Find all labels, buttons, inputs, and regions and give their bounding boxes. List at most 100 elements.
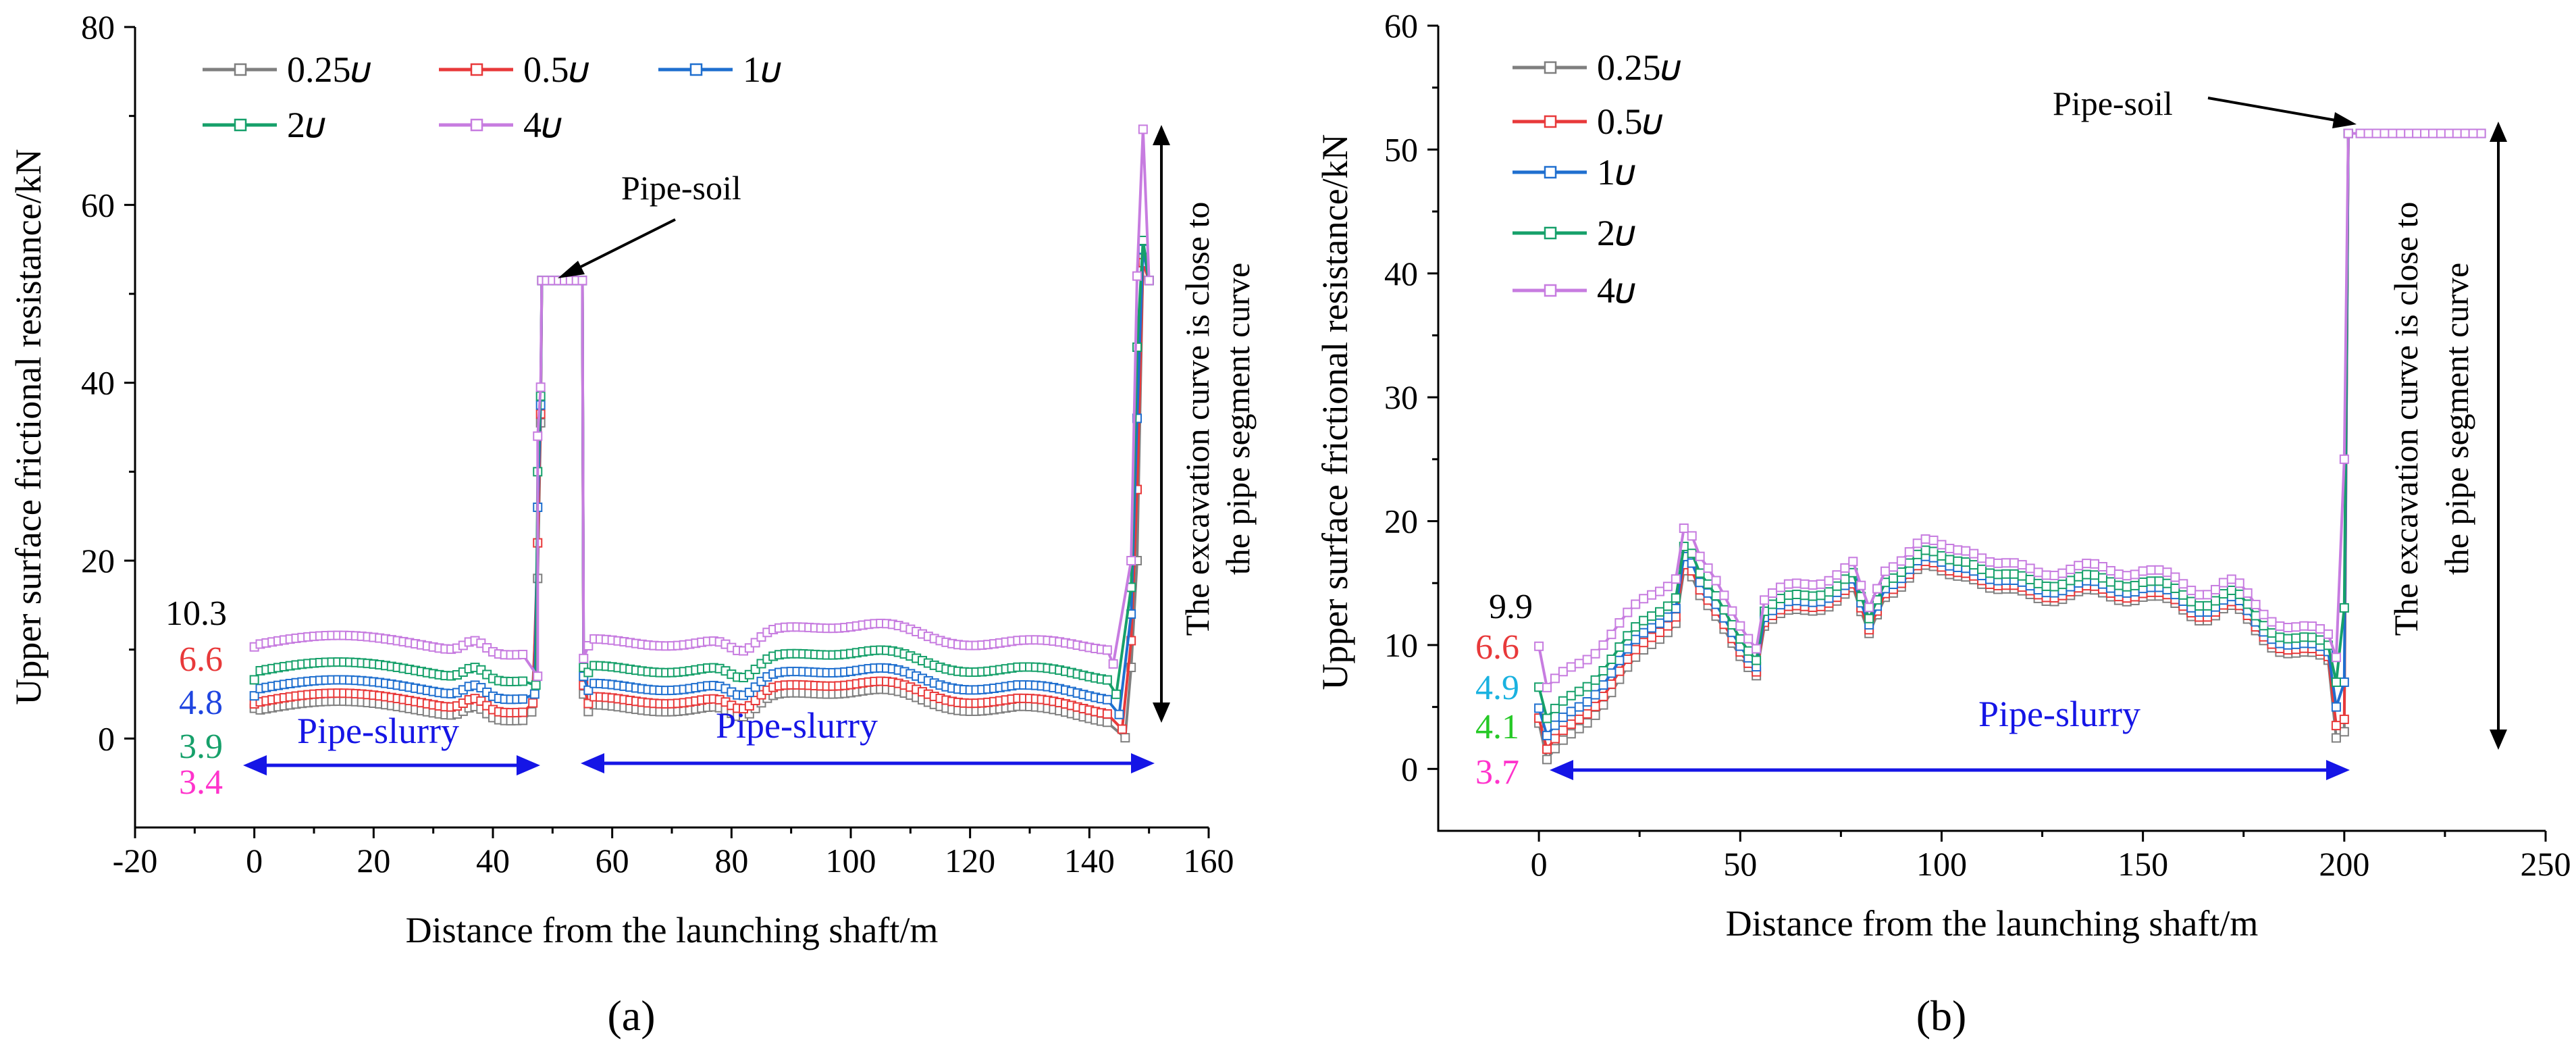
- panel-a-x-axis-title: Distance from the launching shaft/m: [406, 910, 939, 950]
- panel-a-start-value-2: 4.8: [179, 684, 223, 722]
- panel-a-label: (a): [607, 992, 655, 1040]
- panel-b-point: [2226, 574, 2236, 584]
- panel-b-point: [2291, 622, 2301, 632]
- panel-b-point: [1598, 666, 1608, 676]
- panel-b-point: [1872, 584, 1883, 594]
- y-tick-label: 30: [1384, 378, 1418, 416]
- panel-b-start-value-0: 9.9: [1489, 588, 1533, 626]
- panel-a-legend-marker: [470, 63, 483, 76]
- panel-a-series-line: [253, 129, 1151, 681]
- panel-b-point: [1558, 712, 1568, 722]
- panel-b-point: [1655, 628, 1664, 638]
- panel-a-legend: 0.25𝜐 0.5𝜐 1𝜐 2𝜐 4𝜐: [203, 49, 781, 145]
- panel-b-point: [1558, 735, 1568, 745]
- y-tick-label: 60: [81, 186, 115, 224]
- panel-a-point: [1108, 659, 1118, 669]
- panel-b-point: [1574, 714, 1584, 724]
- panel-b-point: [1727, 619, 1737, 630]
- panel-b-point: [1961, 557, 1971, 567]
- panel-b-point: [1953, 545, 1963, 555]
- panel-b-point: [2001, 569, 2011, 579]
- panel-b-point: [2331, 653, 2341, 663]
- panel-a-point: [531, 680, 541, 690]
- panel-b-point: [2242, 599, 2253, 609]
- panel-b-point: [1550, 673, 1560, 684]
- panel-b-point: [1606, 630, 1616, 640]
- panel-b-legend-label: 1𝜐: [1597, 152, 1635, 193]
- panel-b-point: [1662, 601, 1673, 611]
- panel-b-point: [1542, 713, 1552, 723]
- x-tick-label: 60: [596, 842, 629, 879]
- panel-b-axes-frame: [1437, 26, 2546, 832]
- panel-b-point: [2267, 617, 2277, 627]
- panel-b-point: [1719, 605, 1729, 615]
- panel-b-point: [1961, 546, 1971, 556]
- panel-b-legend-label: 0.25𝜐: [1597, 47, 1681, 88]
- panel-a-point: [1126, 556, 1136, 565]
- panel-b-point: [2259, 609, 2269, 619]
- panel-a-legend-marker: [234, 118, 247, 132]
- panel-b-start-value-1: 6.6: [1475, 628, 1519, 667]
- panel-b-legend-label: 4𝜐: [1597, 270, 1635, 311]
- panel-b-point: [2130, 569, 2140, 580]
- panel-b-point: [1542, 730, 1552, 740]
- panel-b-point: [1775, 594, 1785, 604]
- panel-b-point: [2355, 128, 2365, 138]
- panel-b-series-line: [1537, 133, 2350, 739]
- panel-a-start-value-3: 3.9: [179, 727, 223, 766]
- panel-b-point: [2299, 621, 2309, 631]
- panel-b-point: [2251, 599, 2261, 609]
- panel-b-point: [1808, 591, 1818, 601]
- x-tick-label: 200: [2319, 845, 2369, 883]
- panel-b-point: [1703, 563, 1713, 573]
- panel-a-ticks: -20 0 20 40 60 80 100 120 140 160 0 20 40 60 80: [81, 8, 1234, 879]
- panel-b-point: [1582, 655, 1592, 665]
- panel-b-start-value-4: 3.7: [1475, 753, 1519, 792]
- panel-b-point: [2017, 560, 2027, 570]
- panel-a-start-value-0: 10.3: [165, 594, 227, 633]
- panel-b-point: [1752, 655, 1762, 665]
- x-tick-label: 20: [357, 842, 390, 879]
- panel-b-ticks: 0 50 100 150 200 250 0 10 20 30 40 50 60: [1384, 7, 2571, 883]
- panel-b-point: [1647, 611, 1657, 621]
- panel-b-point: [2009, 569, 2019, 579]
- panel-b-point: [2041, 581, 2051, 591]
- panel-a-point: [535, 382, 546, 392]
- panel-b-legend-label: 2𝜐: [1597, 213, 1635, 253]
- panel-b-point: [2388, 128, 2398, 138]
- panel-b-point: [1783, 590, 1793, 601]
- panel-b-series-line: [1537, 133, 2350, 752]
- panel-b-label: (b): [1916, 992, 1967, 1040]
- panel-a-point: [528, 698, 538, 708]
- panel-b-point: [2146, 565, 2156, 575]
- panel-b-point: [1775, 582, 1785, 592]
- panel-b-pipe-slurry-label: Pipe-slurry: [1978, 694, 2140, 734]
- panel-b-point: [1566, 662, 1576, 672]
- panel-b-point: [2098, 562, 2107, 572]
- panel-a-point: [1102, 709, 1112, 719]
- panel-b-point: [1928, 535, 1939, 545]
- panel-b-point: [1816, 590, 1826, 601]
- x-tick-label: -20: [113, 842, 158, 879]
- panel-a-point: [583, 640, 594, 650]
- panel-b-point: [2275, 632, 2285, 642]
- panel-b-point: [2162, 567, 2172, 578]
- panel-b-point: [1840, 574, 1850, 584]
- panel-a-series-line: [254, 262, 1151, 732]
- panel-b-point: [1598, 640, 1608, 650]
- panel-b-point: [2210, 584, 2220, 594]
- panel-b-point: [2033, 578, 2043, 588]
- panel-b-point: [1590, 690, 1600, 700]
- panel-b-point: [2380, 128, 2390, 138]
- panel-a-legend-label: 4𝜐: [523, 105, 562, 145]
- y-tick-label: 0: [98, 719, 115, 757]
- panel-b-point: [2049, 570, 2059, 580]
- panel-b-point: [2331, 733, 2341, 743]
- panel-b-point: [2307, 632, 2317, 642]
- panel-b-point: [2122, 582, 2132, 592]
- panel-b-point: [2343, 128, 2353, 138]
- panel-b-point: [1574, 702, 1584, 712]
- panel-b-point: [2242, 588, 2253, 598]
- panel-b-point: [2299, 632, 2309, 642]
- panel-b-point: [2307, 621, 2317, 632]
